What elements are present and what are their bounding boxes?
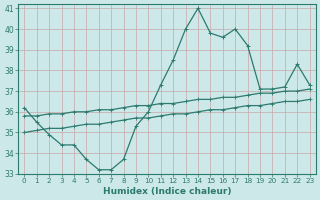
X-axis label: Humidex (Indice chaleur): Humidex (Indice chaleur): [103, 187, 231, 196]
